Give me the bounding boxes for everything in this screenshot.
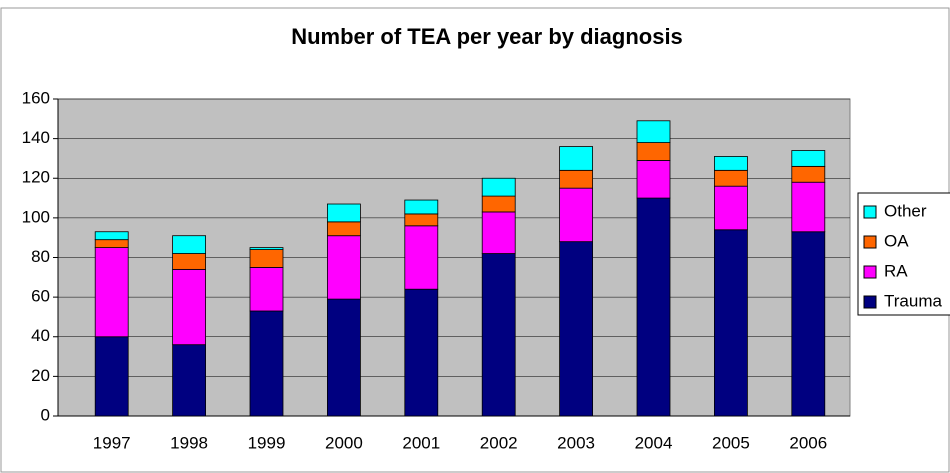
bar-segment xyxy=(559,187,593,243)
x-tick-label: 1997 xyxy=(93,433,131,452)
legend-swatch xyxy=(863,265,877,279)
legend-swatch xyxy=(863,295,877,309)
bar-segment xyxy=(636,142,671,161)
legend-label: Trauma xyxy=(884,291,942,310)
bar-segment xyxy=(172,253,207,270)
bar-segment xyxy=(94,247,129,338)
legend-label: Other xyxy=(884,201,927,220)
bar-segment xyxy=(404,213,439,227)
x-tick-label: 2000 xyxy=(325,433,363,452)
bar-segment xyxy=(636,197,671,417)
x-tick-label: 2006 xyxy=(789,433,827,452)
legend-label: RA xyxy=(884,261,908,280)
y-tick-label: 20 xyxy=(31,366,50,385)
x-tick-label: 2004 xyxy=(635,433,673,452)
bar-segment xyxy=(326,203,361,223)
bar-segment xyxy=(249,310,284,417)
legend-swatch xyxy=(863,235,877,249)
y-tick-label: 140 xyxy=(22,128,50,147)
bar-segment xyxy=(559,146,593,171)
bar-segment xyxy=(94,239,129,248)
bar-segment xyxy=(714,185,748,231)
bar-segment xyxy=(714,169,748,187)
bar-segment xyxy=(481,177,516,197)
bar-segment xyxy=(481,253,516,417)
y-tick-label: 160 xyxy=(22,88,50,107)
bar-segment xyxy=(559,169,593,189)
y-tick-label: 40 xyxy=(31,326,50,345)
bar-segment xyxy=(791,165,826,183)
bar-segment xyxy=(94,231,129,241)
bar-segment xyxy=(636,120,671,143)
bar-segment xyxy=(714,156,748,171)
bar-segment xyxy=(326,298,361,417)
bar-segment xyxy=(249,247,284,250)
x-tick-label: 1998 xyxy=(170,433,208,452)
legend-swatch xyxy=(863,205,877,219)
y-tick-label: 0 xyxy=(41,405,50,424)
bar-segment xyxy=(404,199,439,215)
bar-segment xyxy=(791,181,826,233)
y-tick-label: 120 xyxy=(22,168,50,187)
chart-title: Number of TEA per year by diagnosis xyxy=(291,24,683,49)
y-tick-label: 100 xyxy=(22,207,50,226)
bar-segment xyxy=(791,231,826,417)
x-tick-label: 2001 xyxy=(402,433,440,452)
bar-segment xyxy=(404,288,439,417)
x-tick-label: 1999 xyxy=(248,433,286,452)
bar-segment xyxy=(172,235,207,254)
y-tick-label: 60 xyxy=(31,287,50,306)
x-tick-label: 2003 xyxy=(557,433,595,452)
bar-segment xyxy=(326,235,361,300)
x-tick-label: 2002 xyxy=(480,433,518,452)
bar-segment xyxy=(326,221,361,237)
bar-segment xyxy=(481,211,516,254)
bar-segment xyxy=(481,195,516,213)
y-tick-label: 80 xyxy=(31,247,50,266)
bar-segment xyxy=(636,160,671,199)
x-tick-label: 2005 xyxy=(712,433,750,452)
bar-segment xyxy=(172,268,207,346)
bar-segment xyxy=(249,249,284,268)
bar-segment xyxy=(559,241,593,417)
legend-label: OA xyxy=(884,231,909,250)
bar-segment xyxy=(714,229,748,417)
bar-segment xyxy=(249,267,284,312)
bar-segment xyxy=(172,344,207,417)
bar-segment xyxy=(404,225,439,290)
bar-segment xyxy=(791,150,826,167)
bar-segment xyxy=(94,336,129,417)
